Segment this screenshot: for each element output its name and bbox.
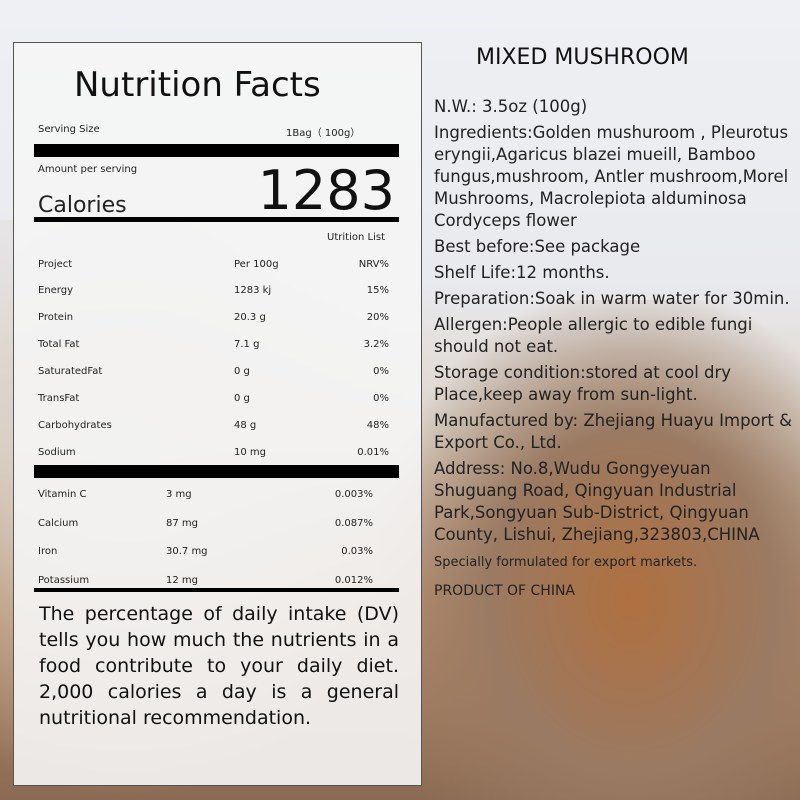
info-line: Best before:See package <box>434 237 641 256</box>
divider <box>34 588 399 592</box>
nutrient-row: SaturatedFat 0 g 0% <box>38 366 399 377</box>
info-line: Address: No.8,Wudu Gongyeyuan Shuguang R… <box>434 459 760 544</box>
info-line: Allergen:People allergic to edible fungi… <box>434 315 753 356</box>
nutrient-nrv: 48% <box>366 420 389 431</box>
nutrient-row: TransFat 0 g 0% <box>38 393 399 404</box>
nutrient-amount: 20.3 g <box>234 312 266 323</box>
vitamin-name: Potassium <box>38 574 90 586</box>
vitamin-amount: 3 mg <box>166 489 192 500</box>
footnote: The percentage of daily intake (DV) tell… <box>39 603 399 729</box>
info-line: Storage condition:stored at cool dry Pla… <box>434 363 732 404</box>
origin: PRODUCT OF CHINA <box>434 583 575 599</box>
vitamin-row: Vitamin C 3 mg 0.003% <box>38 489 399 500</box>
serving-value: 1Bag（ 100g） <box>286 128 361 139</box>
nutrient-amount: 1283 kj <box>234 285 272 296</box>
nutrient-name: SaturatedFat <box>38 366 103 377</box>
nutrient-row: Protein 20.3 g 20% <box>38 312 399 323</box>
vitamin-row: Potassium 12 mg 0.012% <box>38 575 399 586</box>
vitamin-amount: 87 mg <box>166 517 198 529</box>
serving-label: Serving Size <box>38 124 100 135</box>
info-line: N.W.: 3.5oz (100g) <box>434 97 588 116</box>
product-info: N.W.: 3.5oz (100g) Ingredients:Golden mus… <box>434 96 794 606</box>
header-nrv: NRV% <box>358 259 389 270</box>
nutrition-facts-panel: Nutrition Facts Serving Size 1Bag（ 100g） … <box>13 42 422 786</box>
nutrient-name: Protein <box>38 312 74 323</box>
export-note: Specially formulated for export markets. <box>434 555 698 570</box>
nutrient-name: Total Fat <box>38 339 80 350</box>
vitamin-row: Iron 30.7 mg 0.03% <box>38 546 399 557</box>
vitamin-row: Calcium 87 mg 0.087% <box>38 518 399 529</box>
vitamin-name: Iron <box>38 546 58 557</box>
table-header: Project Per 100g NRV% <box>38 259 399 270</box>
nutrient-row: Energy 1283 kj 15% <box>38 285 399 296</box>
nutrient-nrv: 15% <box>366 285 389 296</box>
vitamin-name: Vitamin C <box>38 489 87 500</box>
nutrient-nrv: 0.01% <box>357 447 389 458</box>
vitamin-name: Calcium <box>38 517 79 529</box>
amount-label: Amount per serving <box>38 164 138 175</box>
nutrient-amount: 0 g <box>234 366 250 377</box>
vitamin-nrv: 0.03% <box>341 546 373 557</box>
vitamin-nrv: 0.012% <box>334 574 373 586</box>
nutrient-nrv: 0% <box>373 366 389 377</box>
nutrient-row: Carbohydrates 48 g 48% <box>38 420 399 431</box>
vitamin-nrv: 0.087% <box>334 517 373 529</box>
mushroom-photo-background <box>380 300 800 800</box>
vitamin-amount: 30.7 mg <box>166 546 208 557</box>
nutrient-amount: 48 g <box>234 420 257 431</box>
product-title: MIXED MUSHROOM <box>476 45 689 70</box>
list-label: Utrition List <box>327 232 385 243</box>
nutrient-nrv: 0% <box>373 393 389 404</box>
nutrient-amount: 7.1 g <box>234 339 260 350</box>
divider <box>34 217 399 222</box>
vitamin-nrv: 0.003% <box>334 489 373 500</box>
divider <box>34 465 399 478</box>
nutrient-row: Sodium 10 mg 0.01% <box>38 447 399 458</box>
nutrient-name: Sodium <box>38 447 76 458</box>
nutrient-nrv: 20% <box>366 312 389 323</box>
nutrient-name: TransFat <box>38 393 80 404</box>
header-project: Project <box>38 259 73 270</box>
calories-value: 1283 <box>257 159 395 222</box>
calories-label: Calories <box>38 193 127 218</box>
vitamin-amount: 12 mg <box>166 574 198 586</box>
info-line: Shelf Life:12 months. <box>434 263 610 282</box>
nutrient-name: Energy <box>38 285 74 296</box>
info-line: Ingredients:Golden mushuroom , Pleurotus… <box>434 123 789 230</box>
nutrient-name: Carbohydrates <box>38 420 112 431</box>
nutrition-title: Nutrition Facts <box>74 65 321 105</box>
nutrient-row: Total Fat 7.1 g 3.2% <box>38 339 399 350</box>
info-line: Manufactured by: Zhejiang Huayu Import &… <box>434 411 792 452</box>
nutrient-nrv: 3.2% <box>363 339 389 350</box>
serving-size-row: Serving Size 1Bag（ 100g） <box>38 124 399 139</box>
divider <box>34 144 399 157</box>
nutrient-amount: 0 g <box>234 393 250 404</box>
header-per-100g: Per 100g <box>234 259 279 270</box>
nutrient-amount: 10 mg <box>234 447 266 458</box>
info-line: Preparation:Soak in warm water for 30min… <box>434 289 790 308</box>
